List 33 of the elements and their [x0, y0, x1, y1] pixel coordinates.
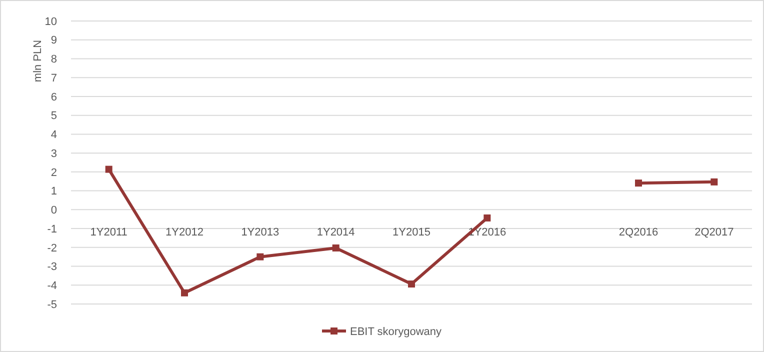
- legend-label: EBIT skorygowany: [350, 326, 442, 338]
- point: [635, 180, 642, 187]
- y-tick-label: -4: [47, 280, 57, 292]
- point: [105, 166, 112, 173]
- point: [408, 280, 415, 288]
- y-tick-label: 0: [50, 204, 57, 217]
- x-tick-label: 1Y2012: [166, 226, 204, 239]
- y-tick-label: -5: [47, 298, 57, 311]
- y-axis-title: mln PLN: [32, 40, 44, 82]
- y-tick-label: 10: [44, 16, 57, 28]
- y-tick-label: -3: [47, 261, 57, 274]
- y-tick-label: 2: [50, 166, 57, 179]
- point: [332, 244, 340, 252]
- x-tick-label: 1Y2015: [392, 226, 430, 239]
- y-tick-label: -2: [47, 242, 57, 254]
- point: [181, 289, 188, 296]
- x-tick-label: 2Q2016: [618, 226, 658, 239]
- x-tick-label: 1Y2013: [241, 226, 280, 239]
- y-tick-label: 4: [50, 129, 57, 142]
- point: [710, 178, 718, 186]
- x-tick-label: 2Q2017: [694, 226, 734, 239]
- point: [256, 253, 264, 260]
- y-tick-label: 7: [50, 72, 57, 84]
- x-tick-label: 1Y2011: [90, 226, 128, 239]
- y-tick-label: 6: [50, 91, 57, 104]
- y-tick-label: 9: [50, 34, 57, 47]
- y-tick-label: 1: [50, 186, 57, 198]
- x-tick-label: 1Y2014: [316, 226, 355, 239]
- y-tick-label: 8: [50, 54, 57, 66]
- point: [484, 214, 491, 222]
- y-tick-label: 3: [50, 148, 57, 160]
- y-tick-label: -1: [47, 223, 57, 236]
- y-tick-label: 5: [50, 110, 57, 122]
